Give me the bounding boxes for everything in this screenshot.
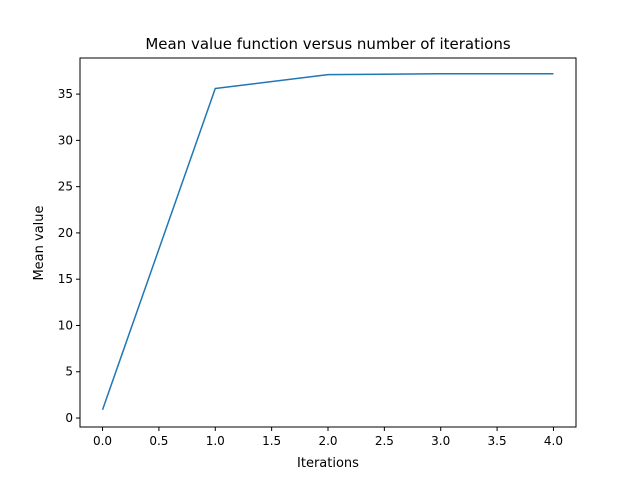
x-tick-label-4: 2.0 [318, 434, 337, 448]
chart-title: Mean value function versus number of ite… [145, 35, 511, 53]
x-tick-label-8: 4.0 [544, 434, 563, 448]
y-tick-label-1: 5 [65, 365, 73, 379]
x-tick-label-6: 3.0 [431, 434, 450, 448]
y-tick-label-7: 35 [58, 87, 73, 101]
y-tick-label-5: 25 [58, 180, 73, 194]
x-tick-label-5: 2.5 [375, 434, 394, 448]
y-tick-label-4: 20 [58, 226, 73, 240]
series-line-0 [101, 72, 554, 410]
x-tick-label-2: 1.0 [206, 434, 225, 448]
x-tick-label-0: 0.0 [93, 434, 112, 448]
x-tick-label-3: 1.5 [262, 434, 281, 448]
x-axis-label: Iterations [297, 456, 359, 471]
x-tick-label-7: 3.5 [488, 434, 507, 448]
y-axis-label: Mean value [32, 205, 47, 280]
plot-area: 0.0 0.5 1.0 1.5 2.0 2.5 3.0 3.5 4.0 0 5 10 15 20 25 30 3… [58, 57, 577, 448]
y-tick-label-3: 15 [58, 272, 73, 286]
axes-frame [79, 57, 577, 428]
x-tick-label-1: 0.5 [149, 434, 168, 448]
y-tick-label-6: 30 [58, 133, 73, 147]
y-tick-label-2: 10 [58, 318, 73, 332]
y-tick-label-0: 0 [65, 411, 73, 425]
